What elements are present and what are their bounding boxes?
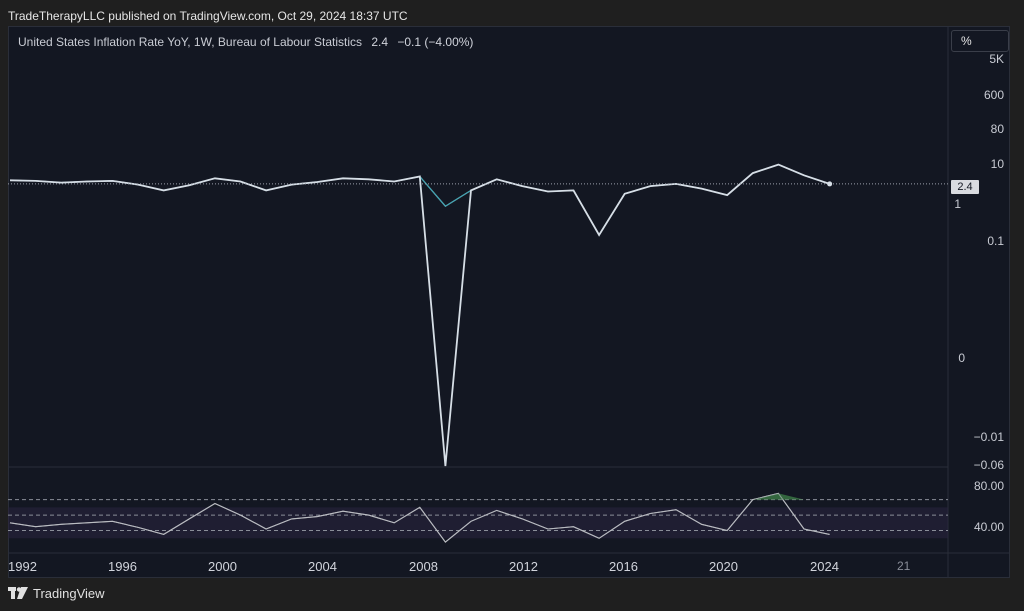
osc-y-tick-label: 80.00 — [973, 479, 1004, 493]
oscillator-overbought-fill — [752, 493, 805, 500]
x-tick-label: 2004 — [308, 559, 337, 574]
x-tick-label: 1992 — [8, 559, 37, 574]
footer-brand-label: TradingView — [33, 586, 105, 601]
x-tick-label: 21 — [897, 559, 911, 573]
tradingview-logo-icon — [8, 587, 28, 602]
legend-symbol: United States Inflation Rate YoY, 1W, Bu… — [18, 35, 362, 49]
oscillator-band — [8, 507, 948, 539]
y-tick-label: 0 — [958, 351, 965, 365]
y-tick-label: 10 — [990, 157, 1004, 171]
y-tick-label: −0.06 — [973, 458, 1004, 472]
publish-line: TradeTherapyLLC published on TradingView… — [8, 9, 408, 23]
x-tick-label: 2000 — [208, 559, 237, 574]
scale-mode-button[interactable]: % — [951, 30, 1009, 52]
y-tick-label: 80 — [990, 122, 1004, 136]
legend-value: 2.4 — [371, 35, 389, 49]
moving-average-line — [9, 163, 830, 237]
y-tick-label: 600 — [983, 88, 1004, 102]
y-tick-label: 0.1 — [987, 234, 1004, 248]
moving-average-line — [9, 163, 830, 237]
x-tick-label: 2020 — [709, 559, 738, 574]
inflation-price-line — [9, 163, 830, 467]
x-tick-label: 2024 — [810, 559, 839, 574]
x-tick-label: 1996 — [108, 559, 137, 574]
chart-frame[interactable] — [8, 26, 1010, 578]
y-tick-label: 1 — [954, 197, 961, 211]
footer-brand[interactable]: TradingView — [8, 586, 105, 602]
last-price-label: 2.4 — [951, 180, 979, 194]
oscillator-signal-line — [9, 492, 830, 543]
last-value-marker — [827, 181, 833, 187]
x-tick-label: 2016 — [609, 559, 638, 574]
x-tick-label: 2008 — [409, 559, 438, 574]
moving-average-line — [9, 163, 830, 237]
legend-change: −0.1 (−4.00%) — [397, 35, 474, 49]
y-tick-label: 5K — [989, 52, 1004, 66]
chart-canvas[interactable] — [8, 26, 1010, 578]
osc-y-tick-label: 40.00 — [973, 520, 1004, 534]
x-tick-label: 2012 — [509, 559, 538, 574]
y-tick-label: −0.01 — [973, 430, 1004, 444]
legend: United States Inflation Rate YoY, 1W, Bu… — [18, 35, 473, 49]
